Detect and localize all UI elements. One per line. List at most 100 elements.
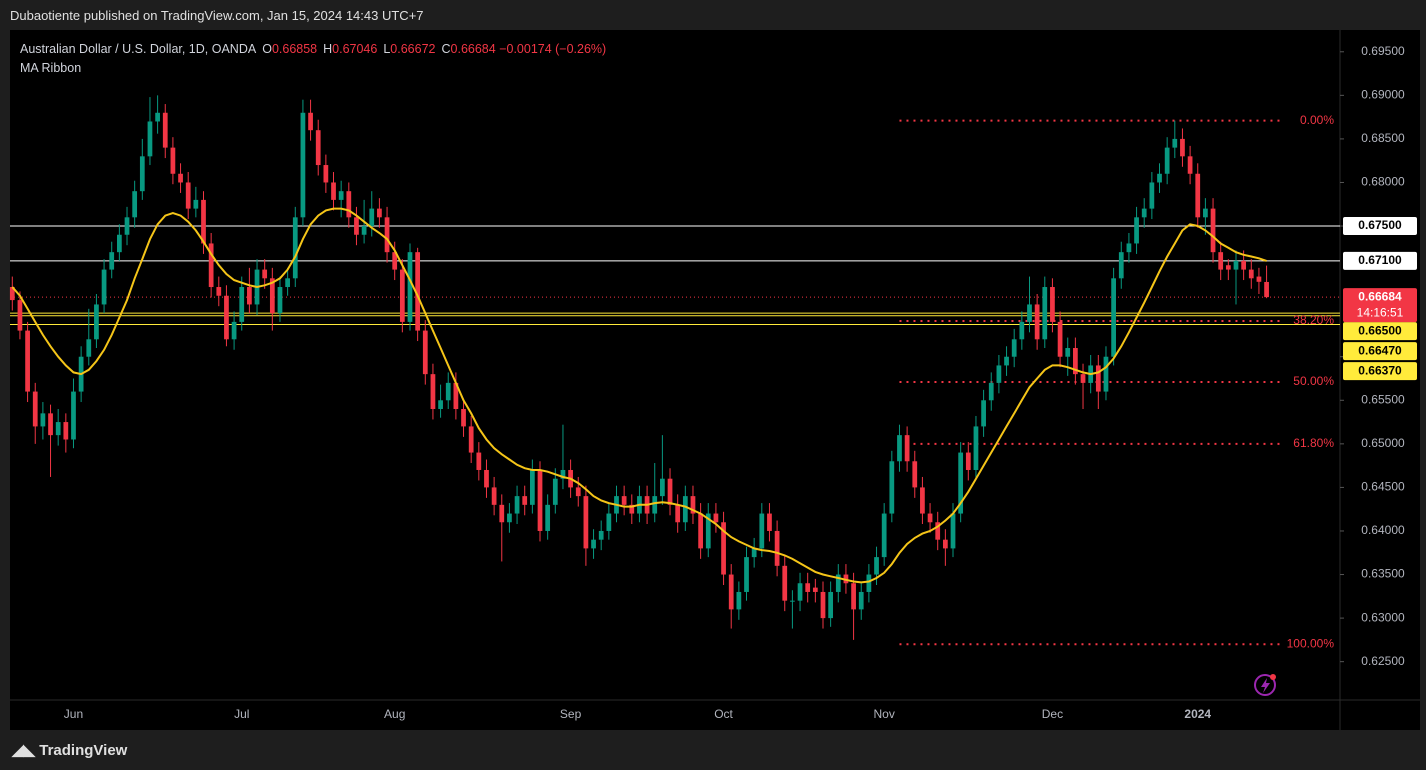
candle-body <box>239 287 245 322</box>
plot: 0.695000.690000.685000.680000.675000.660… <box>9 44 1405 721</box>
candle-body <box>629 504 635 514</box>
candle-body <box>1264 281 1269 298</box>
y-tick-label: 0.69500 <box>1361 44 1405 58</box>
level-label-box <box>1343 322 1417 341</box>
candle-body <box>1210 208 1216 253</box>
candle-body <box>897 435 902 462</box>
candle-body <box>698 513 703 549</box>
candle-body <box>499 504 505 523</box>
candle-body <box>988 382 994 401</box>
candle-body <box>889 461 895 514</box>
candle-body <box>736 591 742 610</box>
candle-body <box>224 295 229 340</box>
change: −0.00174 (−0.26%) <box>499 42 607 56</box>
candle-body <box>529 469 535 505</box>
candle-body <box>522 496 528 505</box>
candle-body <box>514 496 520 514</box>
candle-body <box>170 147 176 174</box>
candle-body <box>453 382 459 409</box>
candle-body <box>71 391 76 440</box>
candle-body <box>476 452 482 470</box>
candle-body <box>598 530 604 540</box>
candle-body <box>881 513 887 558</box>
candle-body <box>965 452 971 470</box>
y-tick-label: 0.62500 <box>1361 654 1405 668</box>
candle-body <box>40 413 46 427</box>
candle-body <box>415 252 421 331</box>
fib-label: 50.00% <box>1293 374 1334 388</box>
candle-body <box>139 156 145 192</box>
ohlc-key: O <box>262 42 272 56</box>
candle-body <box>805 583 811 592</box>
candle-body <box>17 300 23 331</box>
level-label: 0.66500 <box>1358 323 1402 337</box>
candle-body <box>55 422 61 436</box>
candle-body <box>828 591 834 619</box>
candle-body <box>774 530 780 566</box>
candle-body <box>407 252 413 322</box>
x-tick-label: Aug <box>384 707 405 721</box>
candle-body <box>25 330 30 392</box>
y-tick-label: 0.65500 <box>1361 392 1405 406</box>
candle-body <box>1157 173 1162 183</box>
candle-body <box>109 252 115 270</box>
candle-body <box>1065 348 1071 357</box>
candle-body <box>767 513 772 531</box>
candle-body <box>728 574 734 610</box>
candle-body <box>468 426 474 453</box>
x-tick-label: Nov <box>874 707 895 721</box>
candle-body <box>269 278 275 314</box>
candle-body <box>851 583 856 610</box>
candle-body <box>132 191 138 218</box>
level-label: 0.67500 <box>1358 218 1402 232</box>
candle-body <box>124 217 130 235</box>
candle-body <box>1233 260 1239 270</box>
candle-body <box>147 121 153 157</box>
ma-line <box>11 207 1267 584</box>
candle-body <box>920 487 925 514</box>
candle-body <box>116 234 122 253</box>
candle-body <box>560 469 566 479</box>
candle-body <box>438 400 443 409</box>
chart-background <box>10 30 1420 730</box>
candle-body <box>1095 365 1101 392</box>
candle-body <box>751 548 757 558</box>
ohlc-key: L <box>383 42 391 56</box>
candle-body <box>369 208 375 227</box>
candle-body <box>461 408 466 427</box>
indicator-name: MA Ribbon <box>20 61 82 75</box>
candle-body <box>1050 287 1055 322</box>
candle-body <box>384 217 390 253</box>
candle-body <box>300 112 306 218</box>
candle-body <box>874 557 879 575</box>
candle-body <box>1195 173 1201 218</box>
candle-body <box>94 304 99 340</box>
fib-label: 0.00% <box>1300 113 1334 127</box>
candle-body <box>1057 321 1063 357</box>
y-tick-label: 0.65000 <box>1361 436 1405 450</box>
candle-body <box>1180 138 1185 157</box>
candle-body <box>48 413 53 436</box>
candle-body <box>323 165 329 183</box>
candle-body <box>216 287 222 296</box>
candle-body <box>935 522 941 540</box>
x-tick-label: Jun <box>64 707 83 721</box>
candle-body <box>713 513 719 523</box>
legend: Australian Dollar / U.S. Dollar, 1D, OAN… <box>20 40 606 78</box>
candle-body <box>621 496 627 505</box>
candle-body <box>1225 265 1231 270</box>
candle-body <box>1073 348 1078 375</box>
flash-icon[interactable] <box>1254 674 1276 696</box>
level-label: 0.66370 <box>1358 363 1402 377</box>
candle-body <box>721 522 726 575</box>
candle-body <box>927 513 933 523</box>
ohlc-key: H <box>323 42 333 56</box>
candle-body <box>797 583 803 601</box>
candle-body <box>1187 156 1193 174</box>
x-tick-label: Jul <box>234 707 249 721</box>
candle-body <box>491 487 497 505</box>
candle-body <box>1027 304 1032 322</box>
candle-body <box>583 496 589 549</box>
candle-body <box>759 513 765 549</box>
candle-body <box>866 574 872 592</box>
